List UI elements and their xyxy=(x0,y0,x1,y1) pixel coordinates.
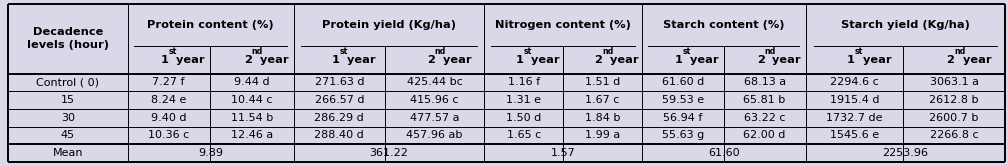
Text: 457.96 ab: 457.96 ab xyxy=(406,130,463,140)
Text: year: year xyxy=(859,55,891,65)
Text: 10.36 c: 10.36 c xyxy=(148,130,190,140)
Text: 271.63 d: 271.63 d xyxy=(314,77,364,87)
Text: 1.57: 1.57 xyxy=(550,148,576,158)
Text: year: year xyxy=(606,55,638,65)
Text: Protein content (%): Protein content (%) xyxy=(147,20,274,30)
Text: nd: nd xyxy=(954,47,966,56)
Text: nd: nd xyxy=(765,47,776,56)
Text: 2: 2 xyxy=(426,55,434,65)
Text: year: year xyxy=(768,55,801,65)
Text: 1.50 d: 1.50 d xyxy=(506,113,541,123)
Text: st: st xyxy=(682,47,691,56)
Text: 3063.1 a: 3063.1 a xyxy=(929,77,979,87)
Text: 477.57 a: 477.57 a xyxy=(410,113,460,123)
Text: 266.57 d: 266.57 d xyxy=(314,95,364,105)
Text: 2: 2 xyxy=(595,55,603,65)
Text: Starch yield (Kg/ha): Starch yield (Kg/ha) xyxy=(841,20,970,30)
Text: Decadence
levels (hour): Decadence levels (hour) xyxy=(27,27,109,50)
Text: 9.89: 9.89 xyxy=(199,148,223,158)
Text: st: st xyxy=(168,47,177,56)
Text: 1915.4 d: 1915.4 d xyxy=(830,95,879,105)
Text: st: st xyxy=(340,47,348,56)
Text: 1545.6 e: 1545.6 e xyxy=(830,130,879,140)
Text: 1.51 d: 1.51 d xyxy=(585,77,620,87)
Text: 61.60: 61.60 xyxy=(708,148,740,158)
Text: 2: 2 xyxy=(757,55,765,65)
Text: 55.63 g: 55.63 g xyxy=(661,130,704,140)
Text: 2253.96: 2253.96 xyxy=(882,148,928,158)
Text: 2600.7 b: 2600.7 b xyxy=(929,113,979,123)
Text: 65.81 b: 65.81 b xyxy=(744,95,785,105)
Text: year: year xyxy=(256,55,288,65)
Text: 15: 15 xyxy=(60,95,75,105)
Text: 288.40 d: 288.40 d xyxy=(314,130,364,140)
Text: 11.54 b: 11.54 b xyxy=(231,113,273,123)
Text: 45: 45 xyxy=(60,130,75,140)
Text: st: st xyxy=(855,47,863,56)
Text: Starch content (%): Starch content (%) xyxy=(663,20,784,30)
Text: 1.99 a: 1.99 a xyxy=(585,130,620,140)
Text: 2: 2 xyxy=(947,55,954,65)
Text: 1: 1 xyxy=(332,55,340,65)
Text: 1.31 e: 1.31 e xyxy=(506,95,541,105)
Text: 1.67 c: 1.67 c xyxy=(586,95,620,105)
Text: 9.40 d: 9.40 d xyxy=(151,113,186,123)
Text: 1.65 c: 1.65 c xyxy=(507,130,541,140)
Text: nd: nd xyxy=(434,47,446,56)
Text: 2294.6 c: 2294.6 c xyxy=(830,77,879,87)
Text: 56.94 f: 56.94 f xyxy=(663,113,703,123)
Text: 7.27 f: 7.27 f xyxy=(152,77,184,87)
Text: 12.46 a: 12.46 a xyxy=(231,130,273,140)
Text: Control ( 0): Control ( 0) xyxy=(36,77,100,87)
Text: 62.00 d: 62.00 d xyxy=(744,130,786,140)
Text: year: year xyxy=(959,55,991,65)
Text: 8.24 e: 8.24 e xyxy=(151,95,186,105)
Text: 9.44 d: 9.44 d xyxy=(234,77,269,87)
Text: 30: 30 xyxy=(60,113,75,123)
Text: 361.22: 361.22 xyxy=(370,148,408,158)
Text: 10.44 c: 10.44 c xyxy=(231,95,272,105)
Text: year: year xyxy=(344,55,376,65)
Text: 1.16 f: 1.16 f xyxy=(508,77,539,87)
Text: 2: 2 xyxy=(244,55,252,65)
Text: st: st xyxy=(524,47,532,56)
Text: year: year xyxy=(527,55,559,65)
Text: 63.22 c: 63.22 c xyxy=(744,113,785,123)
Text: 68.13 a: 68.13 a xyxy=(744,77,785,87)
Text: year: year xyxy=(172,55,205,65)
Text: 1: 1 xyxy=(161,55,168,65)
Text: nd: nd xyxy=(603,47,614,56)
Text: 1.84 b: 1.84 b xyxy=(585,113,620,123)
Text: 2612.8 b: 2612.8 b xyxy=(929,95,979,105)
Text: 1: 1 xyxy=(674,55,682,65)
Text: 1: 1 xyxy=(516,55,524,65)
Text: 2266.8 c: 2266.8 c xyxy=(929,130,979,140)
Text: 415.96 c: 415.96 c xyxy=(410,95,459,105)
Text: 1: 1 xyxy=(847,55,855,65)
Text: 425.44 bc: 425.44 bc xyxy=(406,77,463,87)
Text: Mean: Mean xyxy=(52,148,83,158)
Text: 61.60 d: 61.60 d xyxy=(661,77,704,87)
Text: year: year xyxy=(686,55,719,65)
Text: 286.29 d: 286.29 d xyxy=(314,113,364,123)
Text: nd: nd xyxy=(252,47,263,56)
Text: Nitrogen content (%): Nitrogen content (%) xyxy=(495,20,631,30)
Text: 59.53 e: 59.53 e xyxy=(661,95,704,105)
Text: 1732.7 de: 1732.7 de xyxy=(827,113,883,123)
Text: Protein yield (Kg/ha): Protein yield (Kg/ha) xyxy=(323,20,456,30)
Text: year: year xyxy=(439,55,472,65)
